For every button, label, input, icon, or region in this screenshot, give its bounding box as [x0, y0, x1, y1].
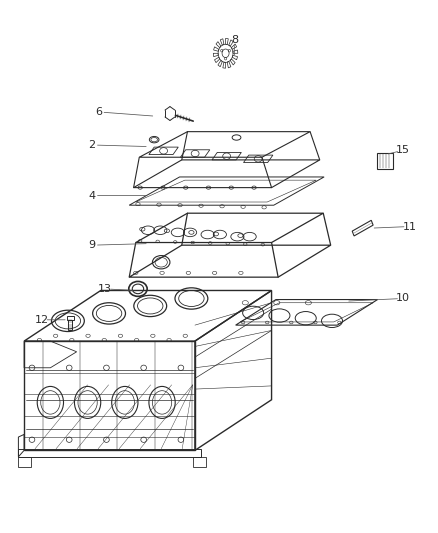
Text: 4: 4	[88, 191, 95, 200]
Text: 6: 6	[95, 107, 102, 117]
Text: 11: 11	[403, 222, 417, 231]
Text: 8: 8	[231, 35, 238, 45]
Text: 13: 13	[98, 284, 112, 294]
Text: 9: 9	[88, 240, 95, 250]
Text: 10: 10	[396, 294, 410, 303]
Text: 12: 12	[35, 315, 49, 325]
Text: 15: 15	[396, 146, 410, 155]
Text: 2: 2	[88, 140, 95, 150]
